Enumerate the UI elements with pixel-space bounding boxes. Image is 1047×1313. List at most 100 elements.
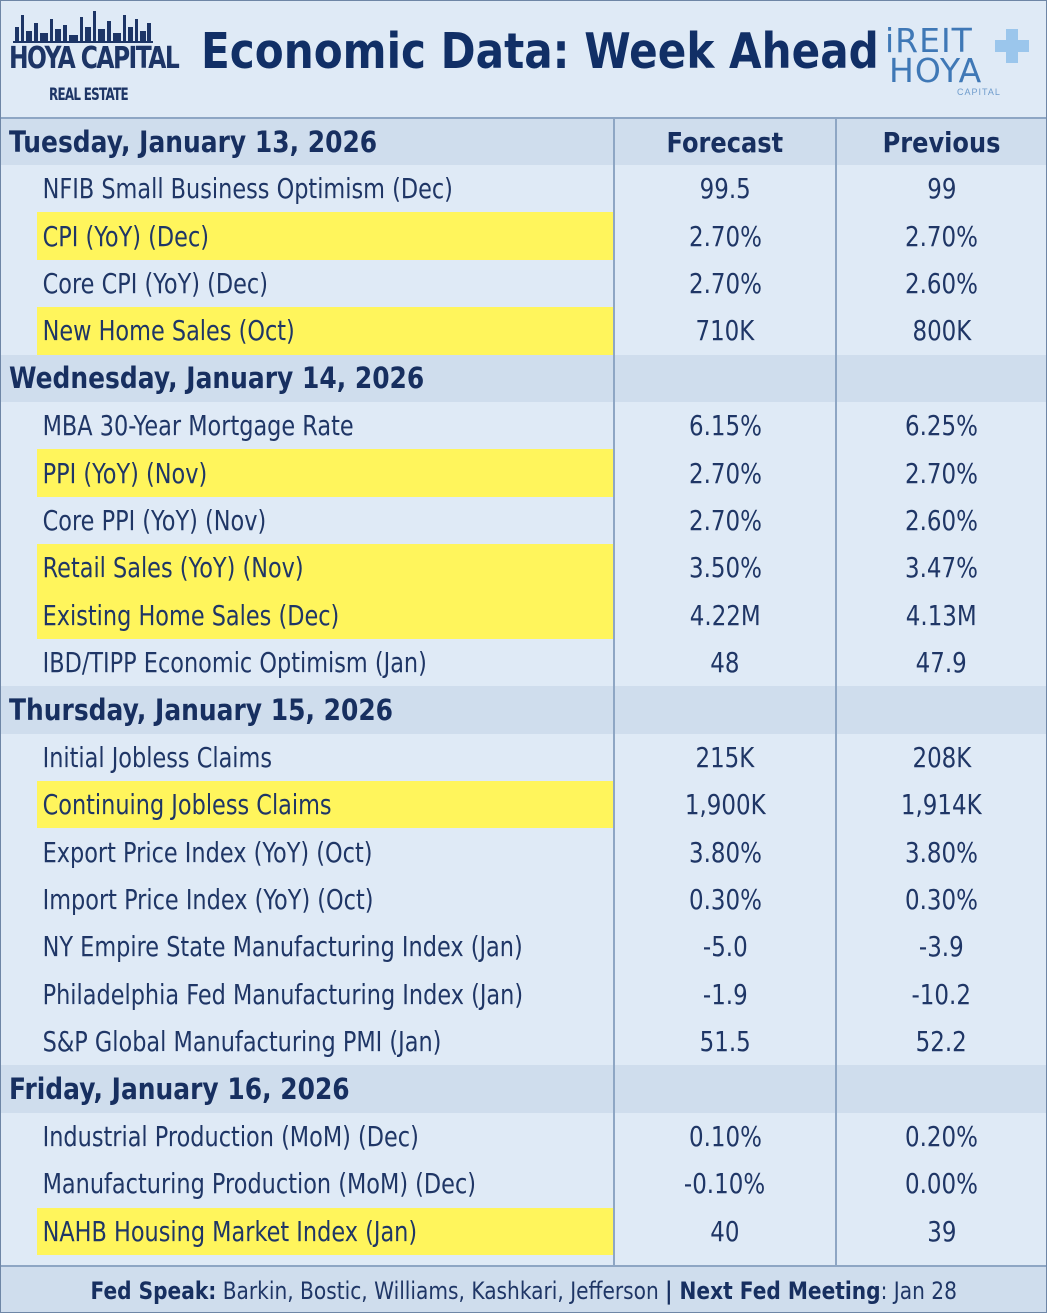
forecast-value: 710K (695, 314, 755, 348)
previous-value: 2.60% (905, 503, 978, 537)
table-row: Continuing Jobless Claims 1,900K 1,914K (1, 781, 1046, 829)
previous-header: Previous (882, 125, 1001, 159)
indicator-name: Manufacturing Production (MoM) (Dec) (42, 1167, 476, 1201)
indicator-name: New Home Sales (Oct) (37, 307, 613, 355)
header: HOYA CAPITAL REAL ESTATE Economic Data: … (1, 1, 1046, 119)
indicator-name: Philadelphia Fed Manufacturing Index (Ja… (42, 977, 524, 1011)
table-row: Retail Sales (YoY) (Nov) 3.50% 3.47% (1, 544, 1046, 592)
forecast-value: 3.80% (688, 835, 762, 869)
capital-wordmark: CAPITAL (957, 87, 1001, 97)
table-row: Manufacturing Production (MoM) (Dec) -0.… (1, 1160, 1046, 1207)
table-row: NAHB Housing Market Index (Jan) 40 39 (1, 1207, 1046, 1255)
ireit-wordmark: iREIT (885, 21, 973, 60)
forecast-value: 0.30% (688, 883, 762, 917)
previous-value: 800K (912, 314, 971, 348)
indicator-name: Continuing Jobless Claims (37, 781, 613, 829)
forecast-value: 40 (710, 1214, 740, 1248)
hoya-wordmark: HOYA (889, 51, 983, 90)
table-row: Core CPI (YoY) (Dec) 2.70% 2.60% (1, 260, 1046, 307)
previous-value: -10.2 (911, 977, 972, 1011)
previous-value: 1,914K (901, 788, 982, 822)
indicator-name: S&P Global Manufacturing PMI (Jan) (42, 1025, 442, 1059)
previous-value: 6.25% (905, 409, 978, 443)
previous-value: 99 (926, 172, 957, 206)
forecast-value: 2.70% (688, 456, 762, 490)
forecast-value: 3.50% (688, 551, 762, 585)
plus-icon (995, 29, 1029, 63)
table-row: Philadelphia Fed Manufacturing Index (Ja… (1, 971, 1046, 1018)
hoya-capital-logo: HOYA CAPITAL REAL ESTATE (9, 7, 180, 111)
table-row: Core PPI (YoY) (Nov) 2.70% 2.60% (1, 497, 1046, 544)
forecast-value: 2.70% (688, 266, 762, 300)
previous-value: 2.70% (905, 456, 978, 490)
previous-value: 0.20% (905, 1120, 978, 1153)
table-row: Industrial Production (MoM) (Dec) 0.10% … (1, 1113, 1046, 1160)
table-row: Initial Jobless Claims 215K 208K (1, 734, 1046, 781)
day-label: Thursday, January 15, 2026 (9, 692, 394, 727)
page-title: Economic Data: Week Ahead (201, 23, 879, 80)
indicator-name: NY Empire State Manufacturing Index (Jan… (42, 930, 523, 964)
indicator-name: PPI (YoY) (Nov) (37, 449, 613, 497)
previous-value: 4.13M (906, 598, 977, 632)
column-divider (835, 119, 837, 1265)
previous-value: 47.9 (915, 646, 968, 680)
ireit-hoya-logo: iREIT HOYA CAPITAL (885, 21, 1035, 101)
indicator-name: MBA 30-Year Mortgage Rate (42, 409, 354, 443)
previous-value: 52.2 (915, 1025, 968, 1059)
forecast-value: -0.10% (684, 1167, 766, 1201)
previous-value: 208K (912, 740, 971, 774)
skyline-icon (13, 11, 153, 43)
forecast-value: 2.70% (688, 503, 762, 537)
next-meeting-label: Next Fed Meeting (672, 1276, 881, 1305)
fed-speak-label: Fed Speak: (90, 1276, 217, 1305)
indicator-name: Initial Jobless Claims (42, 740, 273, 774)
footer: Fed Speak: Barkin, Bostic, Williams, Kas… (1, 1265, 1046, 1312)
footer-separator: | (664, 1276, 673, 1305)
indicator-name: Import Price Index (YoY) (Oct) (42, 883, 374, 917)
indicator-name: CPI (YoY) (Dec) (37, 212, 613, 260)
indicator-name: NAHB Housing Market Index (Jan) (37, 1207, 613, 1255)
previous-value: 2.60% (905, 266, 978, 300)
forecast-value: 51.5 (699, 1025, 751, 1059)
day-row: Wednesday, January 14, 2026 (1, 354, 1046, 402)
brand-name: HOYA CAPITAL (9, 41, 180, 76)
economic-data-table: Tuesday, January 13, 2026 Forecast Previ… (1, 119, 1046, 1255)
table-row: NFIB Small Business Optimism (Dec) 99.5 … (1, 165, 1046, 212)
table-row: Import Price Index (YoY) (Oct) 0.30% 0.3… (1, 876, 1046, 923)
previous-value: 39 (926, 1214, 957, 1248)
next-meeting-value: : Jan 28 (880, 1276, 957, 1305)
day-row: Friday, January 16, 2026 (1, 1065, 1046, 1113)
table-row: IBD/TIPP Economic Optimism (Jan) 48 47.9 (1, 639, 1046, 686)
forecast-value: 48 (710, 646, 740, 680)
table-row: New Home Sales (Oct) 710K 800K (1, 307, 1046, 355)
day-label: Wednesday, January 14, 2026 (9, 361, 425, 396)
indicator-name: Export Price Index (YoY) (Oct) (42, 835, 373, 869)
fed-speak-value: Barkin, Bostic, Williams, Kashkari, Jeff… (216, 1276, 665, 1305)
day-row: Thursday, January 15, 2026 (1, 686, 1046, 734)
previous-value: 3.80% (905, 835, 978, 869)
day-label: Friday, January 16, 2026 (9, 1072, 350, 1107)
table-row: MBA 30-Year Mortgage Rate 6.15% 6.25% (1, 402, 1046, 449)
previous-value: 2.70% (905, 219, 978, 253)
forecast-value: 0.10% (688, 1120, 762, 1153)
column-divider (613, 119, 615, 1265)
forecast-value: 6.15% (688, 409, 762, 443)
forecast-value: 2.70% (688, 219, 762, 253)
forecast-value: 1,900K (684, 788, 766, 822)
indicator-name: IBD/TIPP Economic Optimism (Jan) (42, 646, 427, 680)
day-row: Tuesday, January 13, 2026 Forecast Previ… (1, 119, 1046, 165)
table-row: CPI (YoY) (Dec) 2.70% 2.70% (1, 212, 1046, 260)
indicator-name: Retail Sales (YoY) (Nov) (37, 544, 613, 592)
table-row: Export Price Index (YoY) (Oct) 3.80% 3.8… (1, 828, 1046, 875)
indicator-name: Core PPI (YoY) (Nov) (42, 503, 267, 537)
table-row: Existing Home Sales (Dec) 4.22M 4.13M (1, 591, 1046, 639)
indicator-name: Existing Home Sales (Dec) (37, 591, 613, 639)
previous-value: 3.47% (905, 551, 978, 585)
forecast-value: 215K (695, 740, 755, 774)
forecast-value: 4.22M (689, 598, 761, 632)
previous-value: 0.00% (905, 1167, 978, 1201)
previous-value: -3.9 (919, 930, 964, 964)
footer-text: Fed Speak: Barkin, Bostic, Williams, Kas… (90, 1277, 956, 1305)
brand-subtitle: REAL ESTATE (49, 85, 129, 105)
